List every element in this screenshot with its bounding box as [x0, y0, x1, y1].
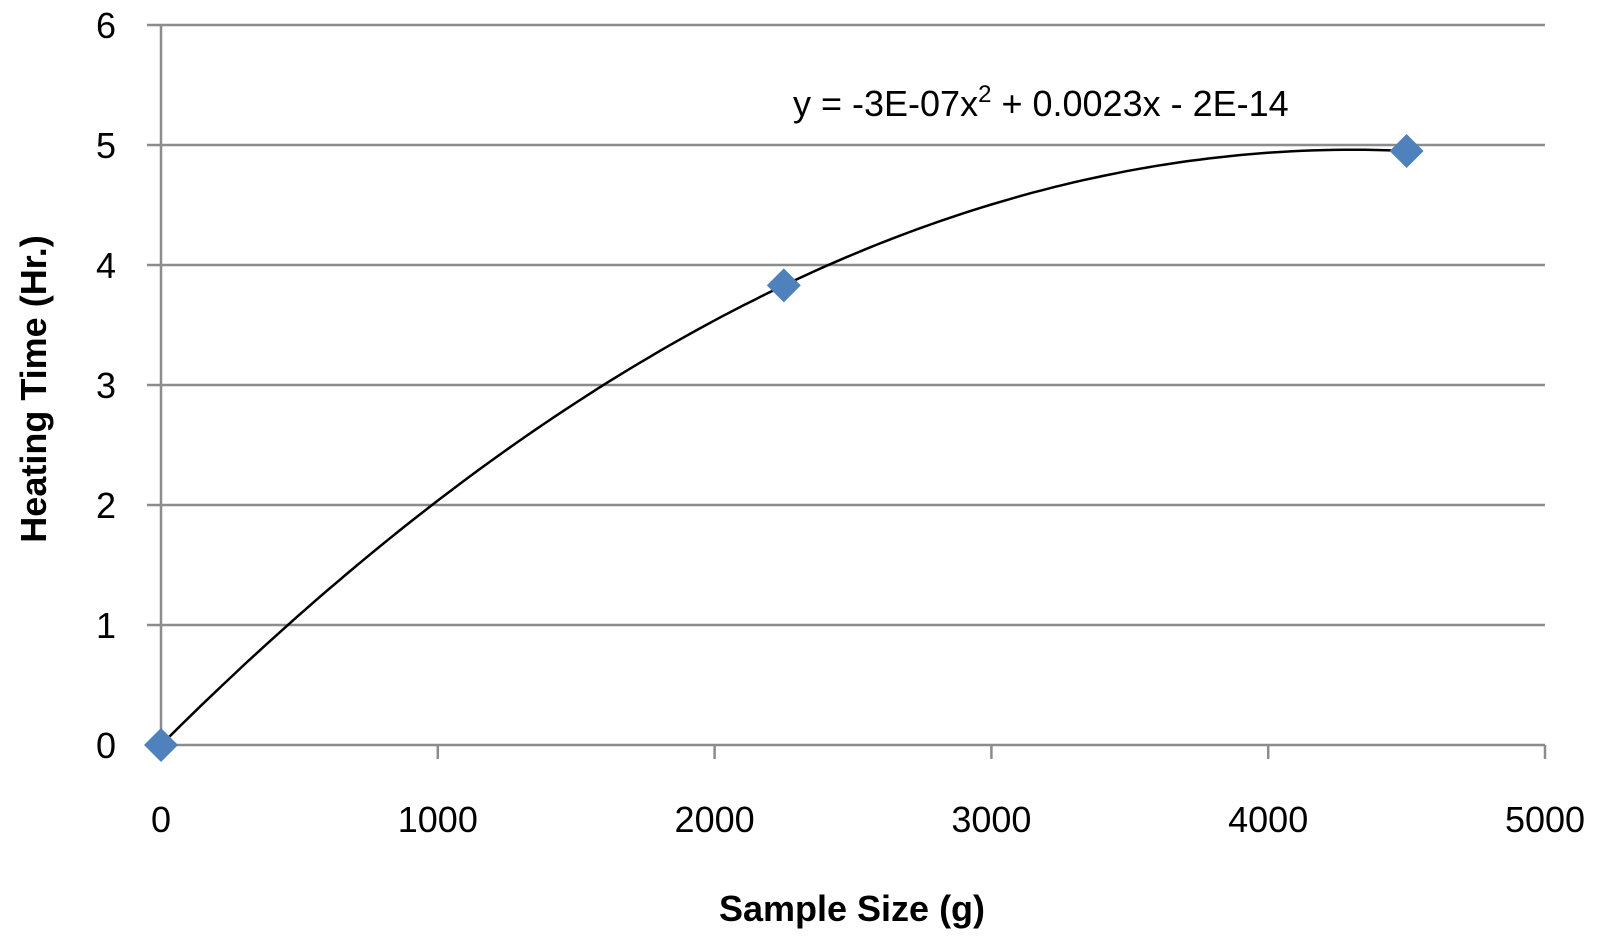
x-tick-label: 0 [151, 799, 171, 840]
data-points [144, 134, 1424, 762]
x-tick-labels: 0 1000 2000 3000 4000 5000 [151, 799, 1585, 840]
y-tick-label: 1 [96, 605, 116, 646]
y-tick-label: 6 [96, 5, 116, 46]
y-tick-label: 5 [96, 125, 116, 166]
data-point-marker [144, 728, 178, 762]
y-tick-label: 2 [96, 485, 116, 526]
x-tick-label: 3000 [951, 799, 1031, 840]
data-point-marker [766, 268, 801, 303]
x-tick-label: 1000 [398, 799, 478, 840]
trendline [160, 148, 1407, 746]
x-tick-label: 4000 [1228, 799, 1308, 840]
gridlines [161, 23, 1545, 627]
y-tick-labels: 0 1 2 3 4 5 6 [96, 5, 116, 766]
data-point-marker [1389, 134, 1424, 168]
trendline-equation: y = -3E-07x2 + 0.0023x - 2E-14 [793, 81, 1289, 124]
x-tick-label: 5000 [1505, 799, 1585, 840]
x-tick-label: 2000 [675, 799, 755, 840]
y-axis-title: Heating Time (Hr.) [13, 235, 54, 542]
y-tick-label: 0 [96, 725, 116, 766]
y-tick-label: 4 [96, 245, 116, 286]
axes [147, 23, 1547, 759]
y-tick-label: 3 [96, 365, 116, 406]
x-axis-title: Sample Size (g) [719, 888, 985, 929]
